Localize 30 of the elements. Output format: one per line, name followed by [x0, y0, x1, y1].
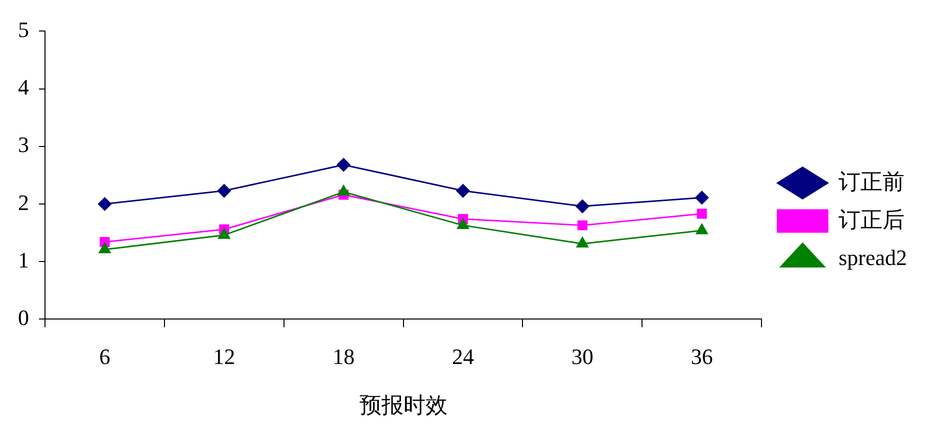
x-tick-label: 36 [690, 344, 713, 370]
x-axis-title: 预报时效 [359, 392, 448, 418]
y-tick-label: 1 [18, 247, 29, 272]
point [696, 224, 708, 234]
x-tick-label: 18 [332, 344, 355, 370]
x-tick-label: 12 [213, 344, 236, 370]
x-tick-label: 24 [452, 344, 474, 370]
point [577, 220, 588, 230]
point [457, 218, 469, 230]
point [696, 208, 707, 219]
y-tick-label: 0 [18, 304, 29, 330]
point [576, 236, 588, 248]
legend-label: 订正后 [838, 206, 905, 232]
point [98, 242, 111, 254]
y-tick-label: 2 [18, 190, 29, 215]
point [98, 197, 112, 211]
legend-label: spread2 [838, 244, 908, 270]
point [217, 184, 231, 198]
y-tick-label: 3 [18, 132, 29, 158]
point [576, 200, 590, 214]
point [456, 184, 470, 198]
point [695, 190, 709, 204]
legend-label: 订正前 [838, 168, 905, 194]
x-tick-label: 6 [99, 344, 110, 370]
y-tick-label: 4 [18, 74, 29, 100]
point [338, 185, 350, 196]
point [218, 228, 230, 239]
y-tick-label: 5 [18, 16, 29, 42]
point [336, 158, 350, 172]
x-tick-label: 30 [571, 344, 594, 370]
